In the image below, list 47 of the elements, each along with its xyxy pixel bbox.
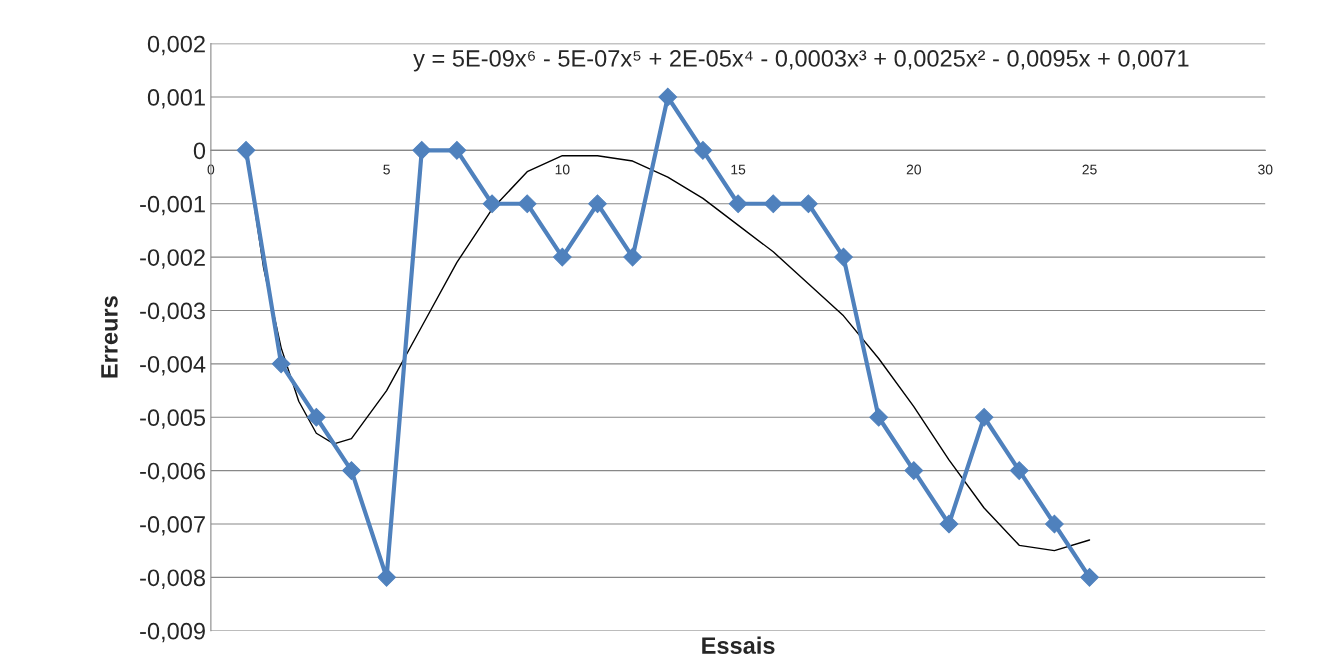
point <box>904 461 924 480</box>
x-tick-label: 5 <box>383 164 390 175</box>
y-tick-label: -0,007 <box>140 516 205 536</box>
point <box>834 247 853 267</box>
point <box>869 407 889 427</box>
point <box>342 461 361 480</box>
x-tick-label: 0 <box>207 164 215 175</box>
y-tick-label: -0,008 <box>140 569 205 589</box>
y-tick-label: -0,004 <box>140 355 206 376</box>
y-tick-label: 0,002 <box>147 35 205 56</box>
x-tick-label: 25 <box>1082 164 1097 175</box>
y-tick-label: -0,006 <box>140 462 205 483</box>
y-tick-label: -0,009 <box>140 622 205 643</box>
y-axis-title: Erreurs <box>101 296 118 378</box>
y-tick-label: 0 <box>193 142 206 160</box>
point <box>1080 568 1099 587</box>
y-tick-label: -0,003 <box>140 302 205 323</box>
point <box>552 247 572 267</box>
x-tick-label: 10 <box>555 164 570 175</box>
x-tick-label: 30 <box>1258 164 1273 175</box>
point <box>447 141 467 160</box>
point <box>623 247 642 267</box>
x-tick-label: 20 <box>906 164 921 175</box>
point <box>271 354 291 374</box>
point <box>939 514 959 534</box>
point <box>588 194 607 214</box>
y-tick-label: 0,001 <box>147 89 205 109</box>
x-tick-label: 15 <box>731 164 746 175</box>
point <box>236 141 256 160</box>
point <box>974 407 994 427</box>
point <box>482 194 502 214</box>
point <box>377 568 396 587</box>
point <box>1045 514 1064 534</box>
point <box>799 194 818 214</box>
point <box>658 87 678 107</box>
y-tick-label: -0,001 <box>140 195 205 216</box>
point <box>763 194 783 214</box>
annotation: y = 5E-09x⁶ - 5E-07x⁵ + 2E-05x⁴ - 0,0003x³ + 0,0025x² - 0,0095x + 0,0071 <box>413 50 1189 72</box>
point <box>1009 461 1029 480</box>
y-tick-label: -0,005 <box>140 409 206 429</box>
point <box>517 194 537 214</box>
point <box>693 141 713 160</box>
point <box>306 407 326 427</box>
x-axis-title: Essais <box>702 636 775 654</box>
point <box>728 194 748 214</box>
y-tick-label: -0,002 <box>140 249 205 269</box>
point <box>412 141 432 160</box>
